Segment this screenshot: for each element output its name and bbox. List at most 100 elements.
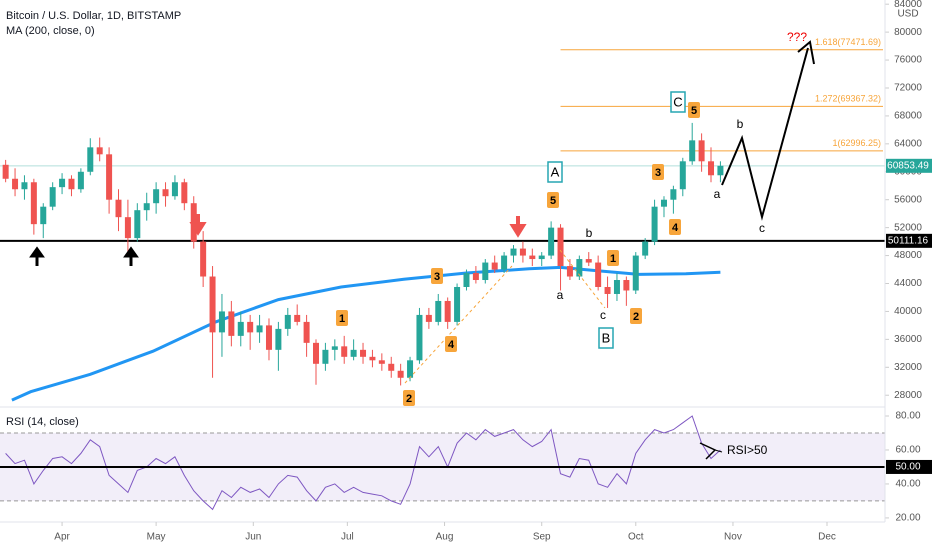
candle-body (491, 262, 498, 270)
candle-body (21, 182, 28, 190)
x-tick-label: Oct (628, 532, 644, 543)
rsi-pane: 20.00 40.00 60.00 80.00 50.00 (0, 411, 932, 524)
candle-body (134, 210, 141, 239)
candle-body (228, 311, 235, 336)
candle-body (181, 182, 188, 204)
candle-body (331, 346, 338, 350)
candle-body (200, 241, 207, 277)
candle-body (519, 248, 526, 256)
y-tick-label: 28000 (894, 390, 922, 401)
candle-body (247, 321, 254, 333)
candle-body (482, 262, 489, 281)
y-tick-label: 64000 (894, 138, 922, 149)
wave-box (688, 102, 700, 118)
wave-box (547, 192, 559, 208)
x-tick-label: Jul (341, 532, 354, 543)
wave-label: 5 (691, 105, 697, 117)
wave-box (336, 310, 348, 326)
candle-body (708, 161, 715, 176)
y-tick-label: 44000 (894, 278, 922, 289)
down-arrow (189, 214, 207, 236)
candle-body (651, 206, 658, 242)
candle-body (670, 189, 677, 200)
y-tick-label: 84000 (894, 0, 922, 10)
candle-body (548, 227, 555, 256)
candle-body (642, 241, 649, 256)
candle-body (313, 342, 320, 364)
trend-line (404, 265, 513, 384)
wave-label: 3 (434, 271, 440, 283)
candle-body (444, 300, 451, 322)
candle-body (613, 280, 620, 294)
trend-line (559, 249, 606, 309)
wave-label: a (714, 187, 721, 201)
rsi-arrow (714, 449, 723, 453)
price-level-label: 60853.49 (887, 160, 929, 171)
x-tick-label: May (147, 532, 166, 543)
candle-body (397, 370, 404, 378)
candle-body (510, 248, 517, 256)
candle-body (162, 189, 169, 197)
candle-body (265, 325, 272, 350)
candle-body (388, 363, 395, 371)
candle-body (275, 328, 282, 350)
candle-body (87, 147, 94, 172)
candle-body (59, 178, 66, 188)
target-label: ??? (787, 30, 807, 44)
candle-body (350, 349, 357, 357)
wave-label: 4 (672, 222, 679, 234)
fib-label: 1.272(69367.32) (815, 94, 881, 104)
wave-label: b (586, 226, 593, 240)
y-tick-label: 36000 (894, 334, 922, 345)
candle-body (2, 164, 9, 179)
wave-box (403, 390, 415, 406)
candle-body (501, 255, 508, 270)
wave-label: 3 (655, 167, 661, 179)
projection-path (721, 47, 809, 221)
wave-box (431, 268, 443, 284)
candle-body (454, 286, 461, 322)
currency: USD (897, 9, 918, 20)
candle-body (529, 255, 536, 260)
candle-body (595, 262, 602, 287)
candle-body (49, 187, 56, 207)
candle-body (698, 140, 705, 162)
wave-box (607, 250, 619, 266)
candle-body (153, 189, 160, 204)
wave-label: b (737, 117, 744, 131)
fib-label: 1.618(77471.69) (815, 37, 881, 47)
y-tick-label: 76000 (894, 55, 922, 66)
candle-body (322, 349, 329, 364)
chart-title: Bitcoin / U.S. Dollar, 1D, BITSTAMP (6, 10, 181, 22)
candle-body (12, 178, 19, 190)
price-pane: 28000 32000 36000 40000 44000 48000 52000 56000… (0, 0, 932, 406)
candle-body (256, 325, 263, 333)
y-tick-label: 32000 (894, 362, 922, 373)
y-tick-label: 80000 (894, 27, 922, 38)
wave-label: 1 (339, 313, 345, 325)
candle-body (360, 349, 367, 357)
candle-body (341, 346, 348, 357)
candle-body (378, 360, 385, 364)
x-tick-label: Aug (436, 532, 454, 543)
wave-box (445, 336, 457, 352)
wave-box (669, 219, 681, 235)
candle-body (566, 266, 573, 277)
wave-box (547, 161, 563, 183)
y-tick-label: 20.00 (895, 513, 920, 524)
candle-body (623, 280, 630, 291)
candle-body (143, 203, 150, 211)
candle-body (68, 178, 75, 190)
x-tick-label: Apr (54, 532, 70, 543)
x-tick-label: Dec (818, 532, 836, 543)
wave-label: 5 (550, 195, 556, 207)
up-arrow (123, 246, 139, 266)
y-tick-label: 80.00 (895, 411, 920, 422)
price-level-label: 50111.16 (888, 235, 929, 246)
wave-label: 4 (448, 339, 455, 351)
candle-body (632, 255, 639, 291)
wave-box (670, 91, 686, 113)
down-arrow (509, 216, 527, 238)
rsi-line (5, 415, 721, 511)
